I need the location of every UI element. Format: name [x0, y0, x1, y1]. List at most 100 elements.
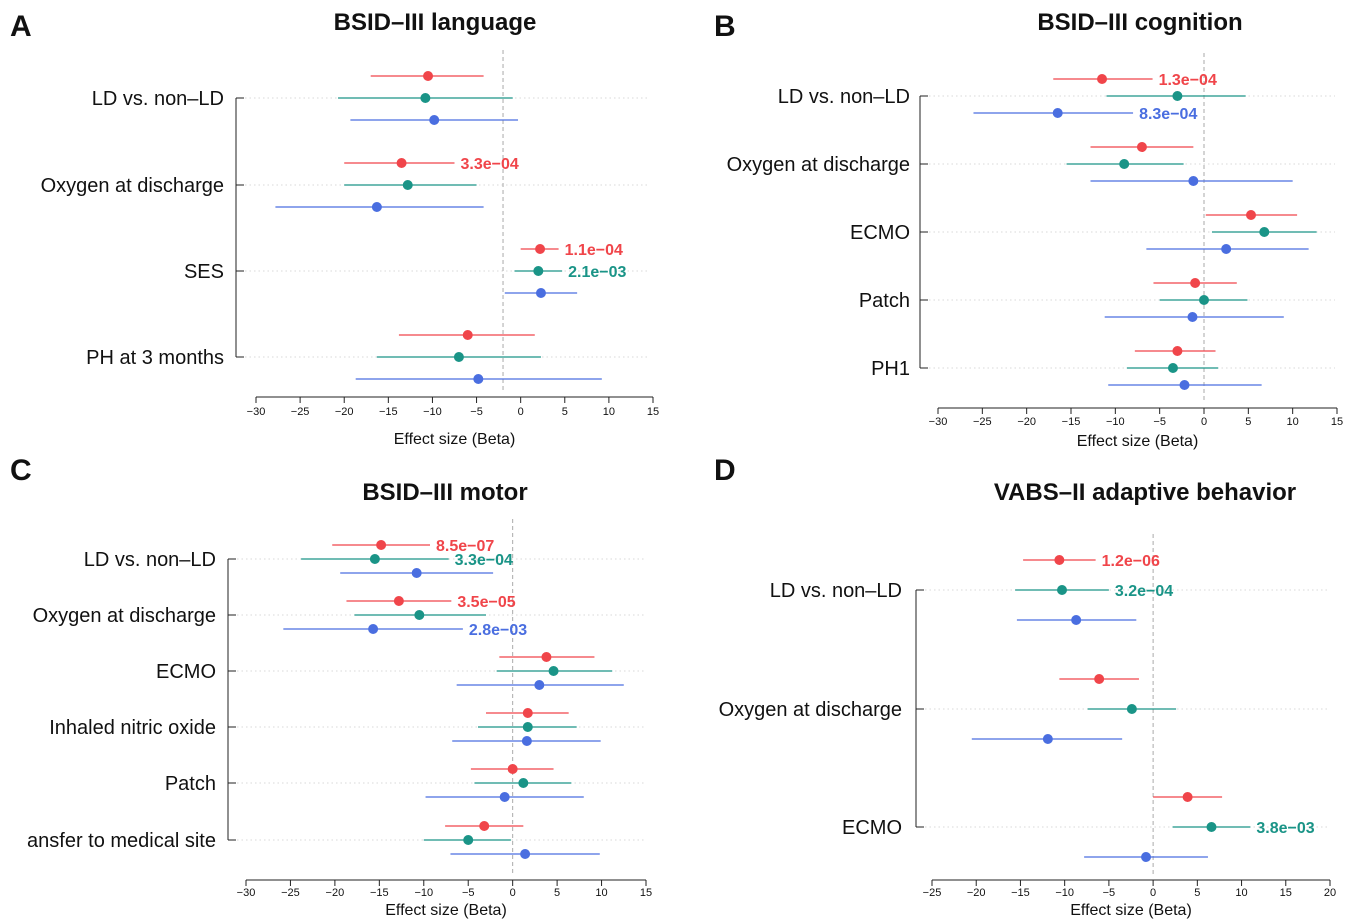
x-tick-label: −15	[1011, 887, 1030, 899]
estimate-point	[396, 158, 407, 168]
x-tick-label: 0	[510, 887, 516, 899]
x-tick-label: −25	[923, 887, 942, 899]
x-tick-label: −10	[423, 406, 442, 418]
estimate-point	[414, 610, 425, 620]
estimate-point	[1071, 615, 1082, 625]
p-value-annotation: 2.1e−03	[568, 264, 626, 281]
estimate-point	[1245, 210, 1256, 220]
estimate-point	[1052, 108, 1063, 118]
p-value-annotation: 1.2e−06	[1102, 553, 1160, 570]
estimate-point	[1167, 363, 1178, 373]
x-tick-label: −25	[973, 416, 992, 428]
panel-title: VABS–II adaptive behavior	[994, 479, 1296, 506]
row-label: SES	[184, 261, 224, 283]
row-label: Patch	[165, 773, 216, 795]
estimate-point	[533, 266, 544, 276]
p-value-annotation: 8.5e−07	[436, 538, 494, 555]
x-tick-label: −30	[237, 887, 256, 899]
x-tick-label: −20	[326, 887, 345, 899]
estimate-point	[368, 624, 379, 634]
panel-title: BSID–III motor	[362, 479, 527, 506]
x-tick-label: −25	[291, 406, 310, 418]
p-value-annotation: 2.8e−03	[469, 622, 527, 639]
estimate-point	[535, 288, 546, 298]
estimate-point	[479, 821, 490, 831]
estimate-point	[376, 540, 387, 550]
estimate-point	[521, 736, 532, 746]
estimate-point	[1097, 74, 1108, 84]
estimate-point	[548, 666, 559, 676]
x-tick-label: 5	[562, 406, 568, 418]
estimate-point	[393, 596, 404, 606]
row-label: PH1	[871, 358, 910, 380]
panel-b: B BSID–III cognition LD vs. non–LD Oxygen a…	[714, 9, 1343, 450]
p-value-annotation: 1.3e−04	[1159, 72, 1217, 89]
x-tick-label: −15	[379, 406, 398, 418]
x-tick-label: −5	[462, 887, 475, 899]
panel-title: BSID–III language	[334, 9, 537, 36]
estimate-point	[1172, 91, 1183, 101]
estimate-point	[463, 835, 474, 845]
x-tick-label: −15	[1062, 416, 1081, 428]
row-label: ECMO	[842, 817, 902, 839]
estimate-point	[423, 71, 434, 81]
x-tick-label: 0	[1150, 887, 1156, 899]
estimate-point	[1042, 734, 1053, 744]
row-label: Oxygen at discharge	[727, 154, 910, 176]
estimate-point	[520, 849, 531, 859]
estimate-point	[429, 115, 440, 125]
x-tick-label: −15	[370, 887, 389, 899]
x-axis-title: Effect size (Beta)	[394, 431, 516, 448]
x-tick-label: 15	[640, 887, 652, 899]
x-axis-title: Effect size (Beta)	[1070, 902, 1192, 919]
x-tick-label: 5	[1245, 416, 1251, 428]
estimate-point	[522, 708, 533, 718]
estimate-point	[1199, 295, 1209, 305]
estimate-point	[541, 652, 552, 662]
p-value-annotation: 8.3e−04	[1139, 106, 1197, 123]
p-value-annotation: 3.8e−03	[1256, 820, 1314, 837]
x-tick-label: −10	[1055, 887, 1074, 899]
estimate-point	[1126, 704, 1137, 714]
estimate-point	[371, 202, 382, 212]
estimate-point	[1119, 159, 1130, 169]
x-tick-label: 15	[647, 406, 659, 418]
row-label: Oxygen at discharge	[41, 175, 224, 197]
estimate-point	[420, 93, 431, 103]
row-label: LD vs. non–LD	[770, 580, 902, 602]
estimate-point	[402, 180, 413, 190]
x-tick-label: 5	[554, 887, 560, 899]
x-axis-title: Effect size (Beta)	[1077, 433, 1199, 450]
row-label: LD vs. non–LD	[84, 549, 216, 571]
estimate-point	[1188, 176, 1199, 186]
panel-letter: B	[714, 10, 736, 43]
estimate-point	[411, 568, 422, 578]
row-label: LD vs. non–LD	[778, 86, 910, 108]
x-tick-label: 20	[1324, 887, 1336, 899]
row-label: LD vs. non–LD	[92, 88, 224, 110]
estimate-point	[1187, 312, 1198, 322]
row-label: ansfer to medical site	[27, 830, 216, 852]
x-tick-label: −20	[1017, 416, 1036, 428]
panel-title: BSID–III cognition	[1037, 9, 1242, 36]
estimate-point	[1054, 555, 1065, 565]
estimate-point	[534, 680, 545, 690]
x-tick-label: −5	[1153, 416, 1166, 428]
estimate-point	[518, 778, 529, 788]
x-tick-label: −20	[967, 887, 986, 899]
row-label: Patch	[859, 290, 910, 312]
x-tick-label: 10	[1235, 887, 1247, 899]
estimate-point	[1057, 585, 1068, 595]
p-value-annotation: 3.3e−04	[455, 552, 513, 569]
estimate-point	[1206, 822, 1217, 832]
x-tick-label: −30	[929, 416, 948, 428]
x-tick-label: −5	[1103, 887, 1116, 899]
row-label: Oxygen at discharge	[33, 605, 216, 627]
row-label: Inhaled nitric oxide	[49, 717, 216, 739]
panel-letter: C	[10, 454, 32, 487]
estimate-point	[535, 244, 546, 254]
p-value-annotation: 3.3e−04	[461, 156, 519, 173]
estimate-point	[369, 554, 380, 564]
estimate-point	[453, 352, 464, 362]
